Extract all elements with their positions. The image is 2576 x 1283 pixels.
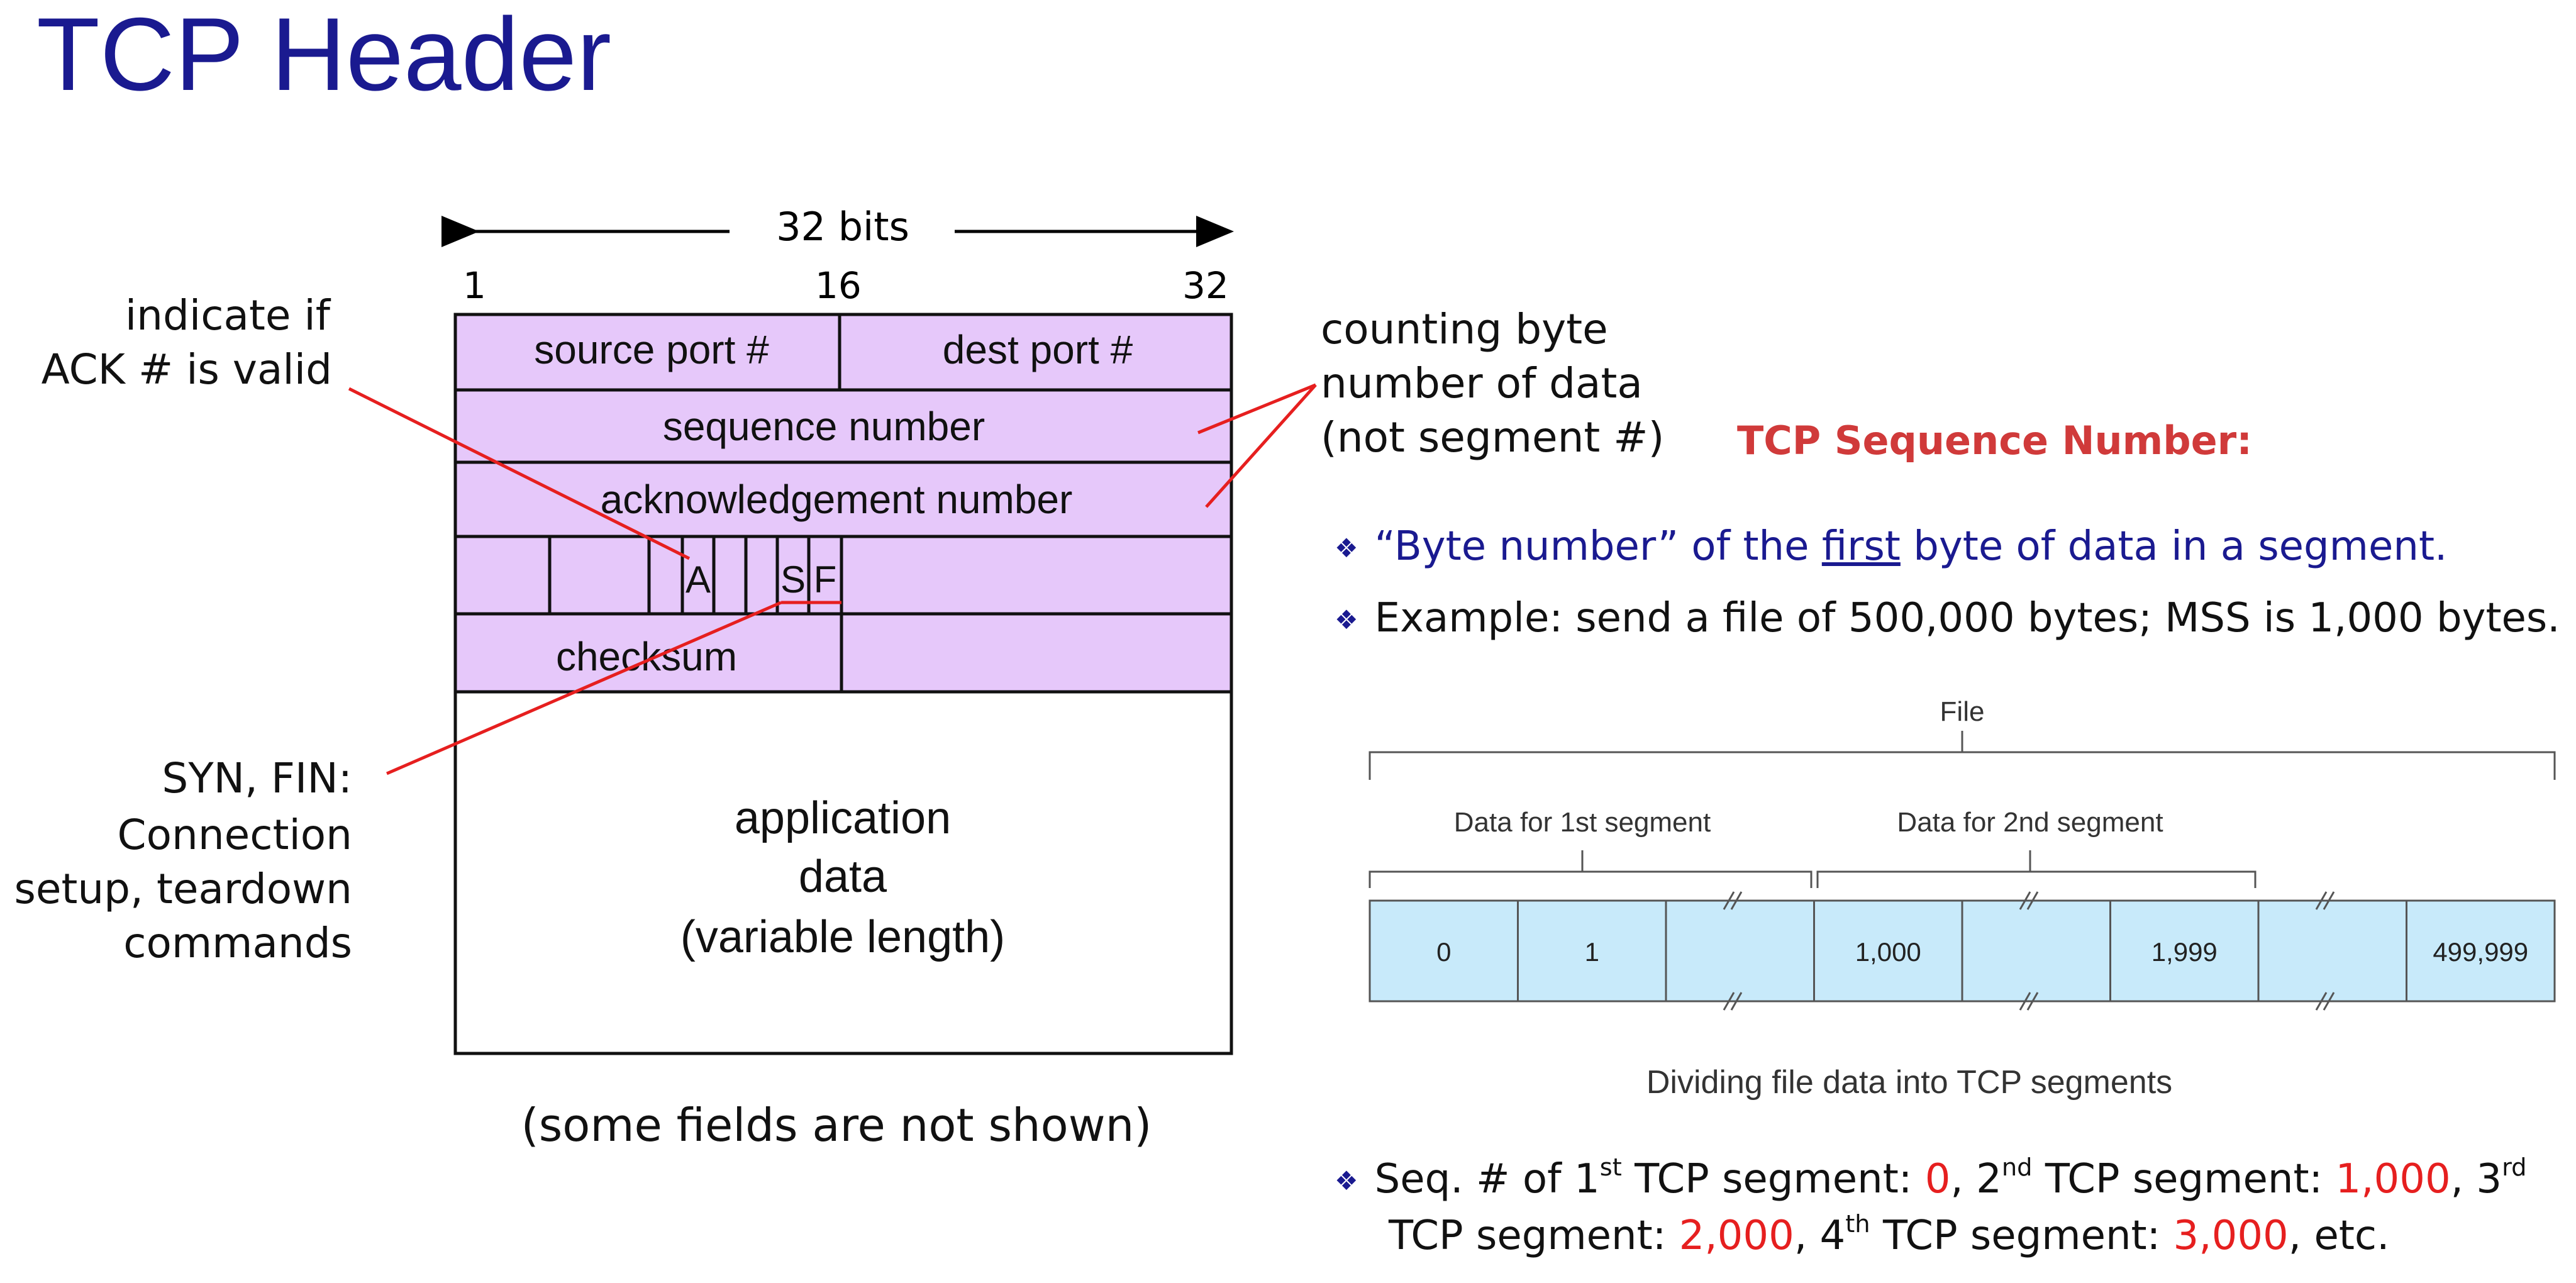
syn-note-line-4: commands (123, 919, 352, 967)
break-mark (1723, 992, 1735, 1011)
file-cell (1813, 899, 1963, 1003)
row-checksum (453, 612, 1233, 694)
bit-1-label: 1 (463, 264, 486, 307)
checksum-field: checksum (556, 634, 737, 679)
syn-note-line-2: Connection (118, 811, 352, 859)
file-cell (1665, 899, 1815, 1003)
count-note-line-2: number of data (1321, 359, 1643, 408)
ack-note-line-2: ACK # is valid (42, 345, 332, 394)
header-rows (453, 313, 1233, 1055)
file-cell (1961, 899, 2111, 1003)
file-figure: File Data for 1st segment Data for 2nd s… (1368, 696, 2556, 1101)
break-mark (1723, 891, 1735, 910)
seg1-label: Data for 1st segment (1454, 807, 1711, 838)
seg2-label: Data for 2nd segment (1897, 807, 2163, 838)
bullet-example: ❖ Example: send a file of 500,000 bytes; … (1335, 595, 2560, 642)
break-mark (2019, 992, 2031, 1011)
file-cell-label: 499,999 (2433, 937, 2528, 967)
syn-note-line-1: SYN, FIN: (162, 754, 352, 803)
bullet-marker-icon: ❖ (1335, 1165, 1358, 1197)
app-data-line-3: (variable length) (680, 912, 1005, 962)
break-mark (2315, 992, 2328, 1011)
syn-note-line-3: setup, teardown (14, 865, 352, 913)
bullet-marker-icon: ❖ (1335, 604, 1358, 636)
file-label: File (1940, 696, 1985, 727)
break-mark (2019, 891, 2031, 910)
flag-f: F (814, 558, 837, 601)
file-cell (1517, 899, 1667, 1003)
file-cells: 0 1 1,000 1,999 499,999 (1368, 891, 2556, 1011)
break-mark (2026, 992, 2039, 1011)
break-mark (1730, 891, 1743, 910)
seq-heading: TCP Sequence Number: (1737, 418, 2253, 464)
count-note-line-1: counting byte (1321, 305, 1608, 353)
file-caption: Dividing file data into TCP segments (1646, 1064, 2172, 1101)
bullet-seq-values-cont: TCP segment: 2,000, 4th TCP segment: 3,0… (1389, 1210, 2390, 1259)
file-cell-label: 1 (1585, 937, 1599, 967)
file-cell-label: 1,999 (2151, 937, 2218, 967)
row-app-data (453, 690, 1233, 1055)
bit-16-label: 16 (815, 264, 862, 307)
file-cell (2257, 899, 2407, 1003)
pointer-lines (348, 383, 1317, 775)
sequence-number-field: sequence number (663, 404, 985, 449)
file-cell-label: 0 (1436, 937, 1451, 967)
count-note-line-3: (not segment #) (1321, 413, 1664, 462)
dest-port-field: dest port # (943, 327, 1133, 372)
bullet-marker-icon: ❖ (1335, 533, 1358, 564)
bullet-byte-number: ❖ “Byte number” of the first byte of data… (1335, 523, 2448, 570)
bit-32-label: 32 (1182, 264, 1229, 307)
file-cell (2406, 899, 2556, 1003)
syn-pointer (386, 601, 782, 775)
break-mark (2026, 891, 2039, 910)
file-cell-label: 1,000 (1855, 937, 1921, 967)
slide-title: TCP Header (36, 0, 612, 112)
bits-label: 32 bits (776, 204, 909, 250)
break-mark (2315, 891, 2328, 910)
row-sequence (453, 388, 1233, 464)
flag-a: A (686, 558, 711, 601)
file-cell (2109, 899, 2260, 1003)
ack-number-field: acknowledgement number (601, 477, 1073, 522)
footnote: (some fields are not shown) (521, 1099, 1152, 1152)
count-pointer-seq (1197, 383, 1316, 435)
count-pointer-ack (1205, 384, 1317, 508)
file-cell (1368, 899, 1519, 1003)
row-ack (453, 460, 1233, 538)
app-data-line-2: data (799, 852, 887, 902)
flag-s: S (780, 558, 806, 601)
row-ports (453, 313, 1233, 392)
row-flags (453, 535, 1233, 616)
bullet-seq-values: ❖ Seq. # of 1st TCP segment: 0, 2nd TCP s… (1335, 1153, 2527, 1202)
source-port-field: source port # (534, 327, 769, 372)
ack-note-line-1: indicate if (125, 291, 331, 340)
break-mark (2323, 891, 2335, 910)
app-data-line-1: application (735, 793, 951, 843)
ack-pointer (348, 387, 691, 560)
break-mark (1730, 992, 1743, 1011)
break-mark (2323, 992, 2335, 1011)
